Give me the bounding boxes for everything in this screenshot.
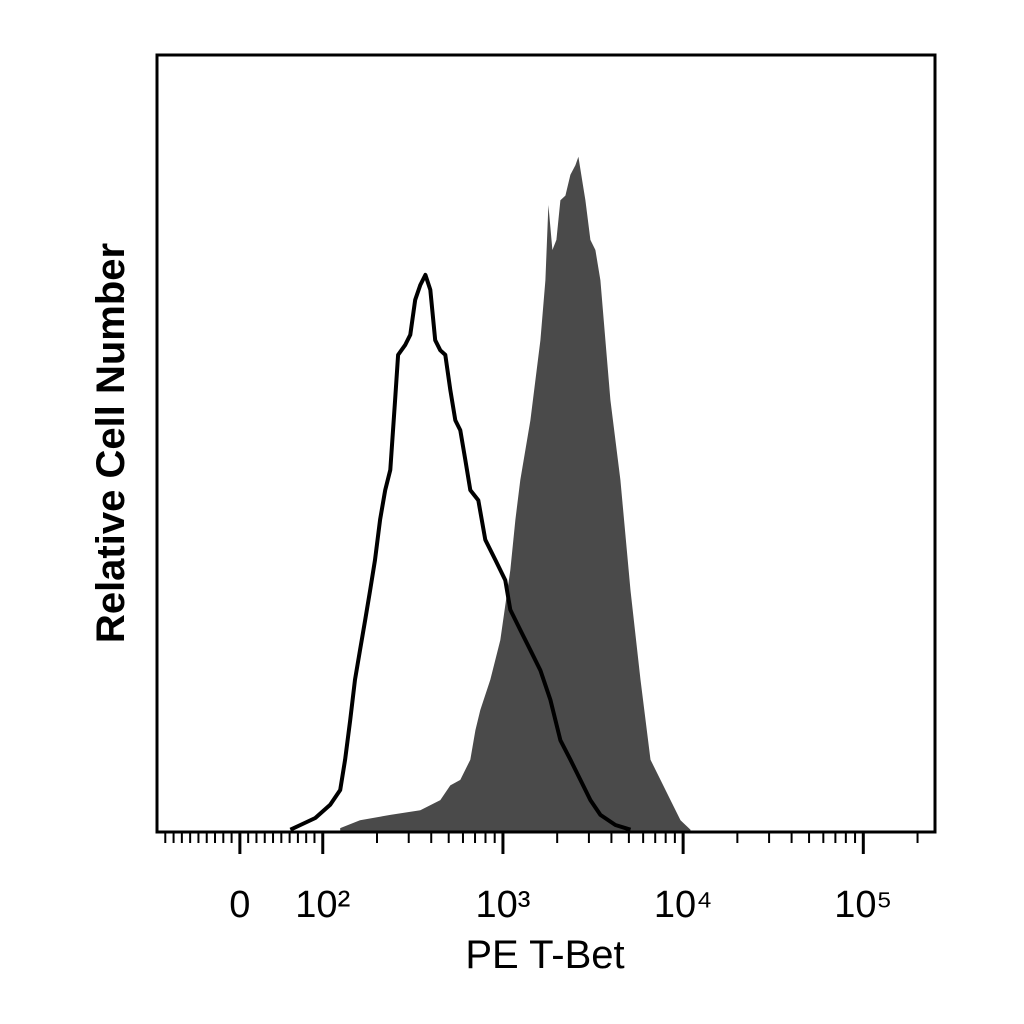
histogram-area (340, 156, 691, 833)
histogram-outline (289, 272, 632, 832)
x-tick-label: 10² (295, 884, 350, 926)
x-tick-label: 10³ (475, 884, 530, 926)
x-axis-label: PE T-Bet (465, 933, 624, 977)
x-tick-label: 0 (229, 884, 250, 926)
plot-area (289, 156, 691, 833)
x-tick-label: 10⁴ (654, 884, 713, 926)
x-tick-label: 10⁵ (834, 884, 892, 926)
y-axis-label: Relative Cell Number (89, 243, 133, 643)
plot-frame (155, 53, 937, 834)
